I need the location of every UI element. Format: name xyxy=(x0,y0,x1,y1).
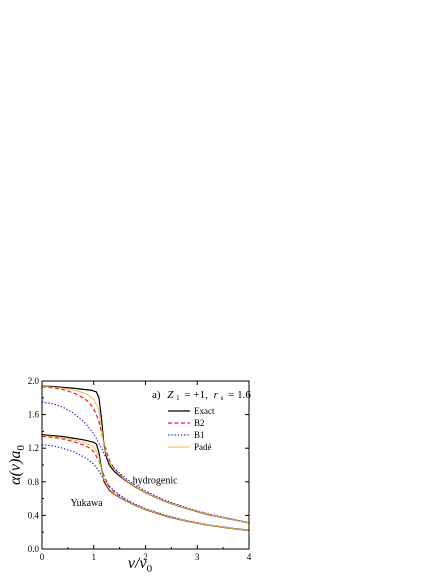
series-layer xyxy=(41,385,250,532)
x-tick-label: 2 xyxy=(143,552,148,562)
series-line-hydrogenic-b1 xyxy=(41,401,250,524)
legend-label: Exact xyxy=(194,406,215,416)
x-axis-title: v/v0 xyxy=(128,555,153,575)
annotation-yukawa: Yukawa xyxy=(70,498,103,509)
panel-r-symbol: r xyxy=(214,389,219,401)
annotations: hydrogenic Yukawa xyxy=(70,475,178,509)
panel-z-symbol: Z xyxy=(167,389,174,401)
x-tick-label: 3 xyxy=(195,552,200,562)
x-axis-title-main: v/v xyxy=(128,555,148,572)
series-line-yukawa-pad xyxy=(41,435,250,531)
y-tick-label: 1.2 xyxy=(28,443,39,453)
panel-r-value: = 1.6 xyxy=(228,389,251,401)
panel-r-sub: s xyxy=(221,394,224,402)
series-line-hydrogenic-pad xyxy=(41,386,250,524)
ticks-layer: 0 1 2 3 4 0.0 0.4 0.8 1.2 1.6 2.0 xyxy=(28,376,252,562)
annotation-hydrogenic: hydrogenic xyxy=(133,475,179,486)
series-line-yukawa-b1 xyxy=(41,444,250,531)
x-axis-title-sub: 0 xyxy=(147,563,153,575)
panel-z-value: = +1, xyxy=(184,389,208,401)
panel-label: a) Z 1 = +1, r s = 1.6 xyxy=(152,389,251,403)
panel-z-sub: 1 xyxy=(176,394,180,402)
legend-label: Padé xyxy=(194,442,212,452)
y-axis-title-main: α(v)a xyxy=(7,451,24,485)
x-tick-label: 0 xyxy=(40,552,45,562)
panel-prefix: a) xyxy=(152,389,161,401)
x-tick-label: 4 xyxy=(247,552,252,562)
y-tick-label: 0.8 xyxy=(28,477,40,487)
legend-label: B1 xyxy=(194,430,205,440)
series-line-hydrogenic-b2 xyxy=(41,386,250,524)
y-tick-label: 0.0 xyxy=(28,544,40,554)
y-tick-label: 1.6 xyxy=(28,410,40,420)
legend: Exact B2 B1 Padé xyxy=(168,406,215,452)
y-axis-title: α(v)a0 xyxy=(7,445,27,485)
plot-frame xyxy=(41,380,250,550)
x-tick-label: 1 xyxy=(92,552,97,562)
y-axis-title-sub: 0 xyxy=(15,445,27,451)
series-line-yukawa-b2 xyxy=(41,435,250,531)
y-tick-label: 2.0 xyxy=(28,376,40,386)
legend-label: B2 xyxy=(194,418,205,428)
y-tick-label: 0.4 xyxy=(28,510,40,520)
